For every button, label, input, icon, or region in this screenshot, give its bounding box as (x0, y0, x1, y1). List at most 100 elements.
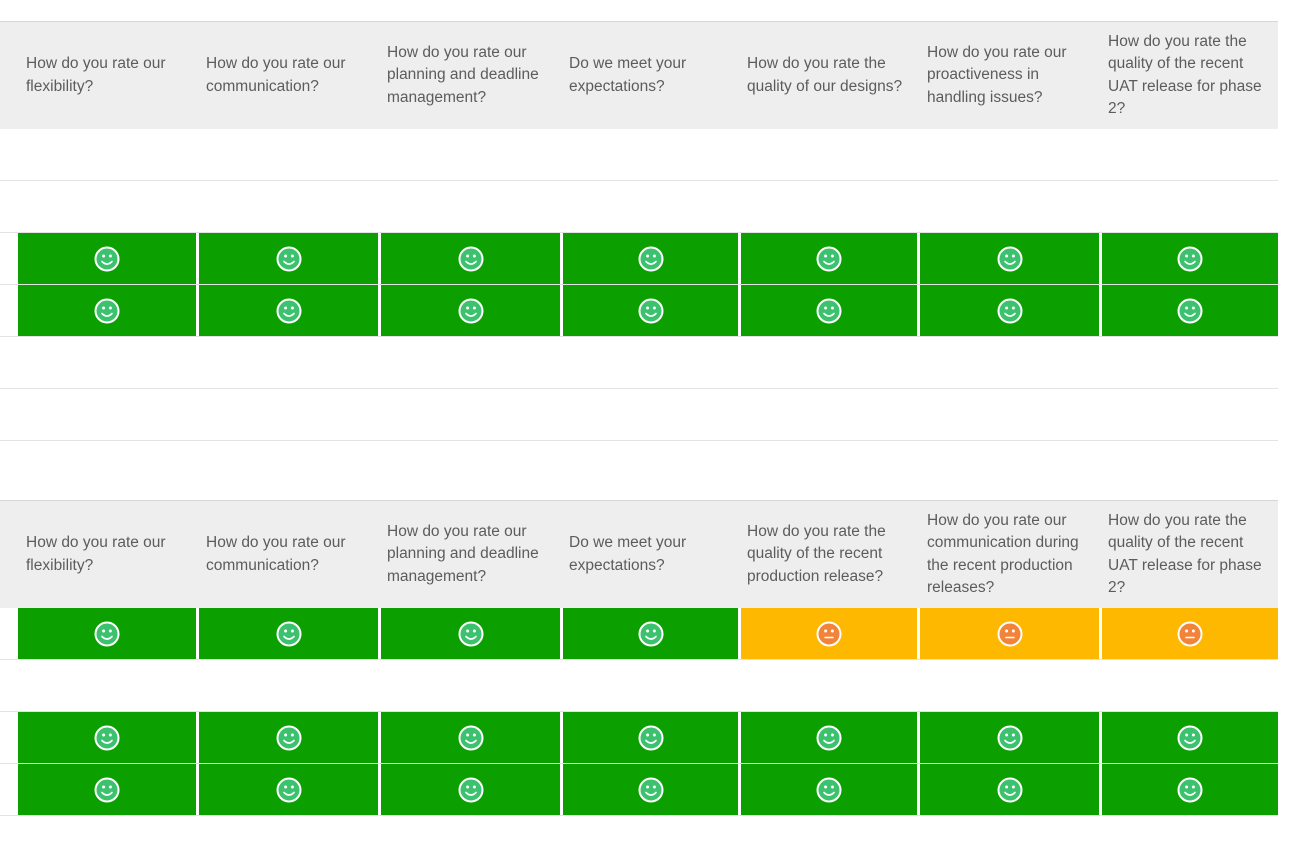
happy-smiley-icon (638, 621, 664, 647)
rating-cell-empty (199, 181, 378, 232)
row-divider (0, 388, 1278, 389)
rating-cell-empty (18, 660, 196, 711)
rating-cell-empty (741, 389, 917, 440)
rating-cell-empty (381, 389, 560, 440)
happy-smiley-icon (816, 725, 842, 751)
rating-cell-happy (920, 233, 1099, 284)
header-cell-production-communication: How do you rate our communication during… (927, 511, 1079, 597)
header-cell-flexibility: How do you rate our flexibility? (26, 55, 166, 95)
happy-smiley-icon (458, 298, 484, 324)
header-cell-expectations: Do we meet your expectations? (569, 55, 687, 95)
happy-smiley-icon (94, 298, 120, 324)
happy-smiley-icon (997, 777, 1023, 803)
rating-cell-happy (18, 233, 196, 284)
rating-cell-empty (920, 389, 1099, 440)
rating-cell-happy (563, 712, 738, 763)
neutral-smiley-icon (997, 621, 1023, 647)
rating-cell-happy (199, 233, 378, 284)
table-row (0, 181, 1278, 233)
rating-cell-empty (1102, 337, 1278, 388)
happy-smiley-icon (276, 777, 302, 803)
row-divider (0, 711, 1278, 712)
happy-smiley-icon (276, 621, 302, 647)
row-divider (0, 284, 1278, 285)
happy-smiley-icon (458, 621, 484, 647)
happy-smiley-icon (94, 725, 120, 751)
happy-smiley-icon (816, 298, 842, 324)
rating-cell-happy (563, 233, 738, 284)
happy-smiley-icon (997, 246, 1023, 272)
rating-cell-happy (563, 764, 738, 815)
rating-cell-happy (381, 233, 560, 284)
rating-cell-empty (920, 660, 1099, 711)
rating-cell-empty (563, 337, 738, 388)
table-row (0, 285, 1278, 337)
table-row (0, 712, 1278, 764)
rating-cell-empty (18, 337, 196, 388)
happy-smiley-icon (1177, 777, 1203, 803)
rating-cell-happy (199, 764, 378, 815)
rating-cell-neutral (1102, 608, 1278, 659)
table-row (0, 608, 1278, 660)
rating-cell-happy (920, 764, 1099, 815)
rating-cell-happy (18, 285, 196, 336)
rating-cell-empty (18, 181, 196, 232)
neutral-smiley-icon (1177, 621, 1203, 647)
rating-cell-empty (381, 660, 560, 711)
rating-cell-empty (741, 337, 917, 388)
rating-cell-happy (741, 233, 917, 284)
row-divider (0, 180, 1278, 181)
table-row (0, 233, 1278, 285)
rating-cell-empty (741, 181, 917, 232)
happy-smiley-icon (94, 621, 120, 647)
rating-cell-neutral (920, 608, 1099, 659)
rating-cell-happy (563, 608, 738, 659)
happy-smiley-icon (638, 246, 664, 272)
happy-smiley-icon (458, 246, 484, 272)
happy-smiley-icon (276, 725, 302, 751)
table-row (0, 764, 1278, 816)
rating-cell-happy (199, 712, 378, 763)
rating-cell-happy (199, 608, 378, 659)
happy-smiley-icon (276, 298, 302, 324)
rating-cell-empty (381, 337, 560, 388)
rating-cell-empty (381, 129, 560, 180)
rating-cell-happy (199, 285, 378, 336)
happy-smiley-icon (1177, 725, 1203, 751)
happy-smiley-icon (94, 777, 120, 803)
rating-cell-empty (1102, 181, 1278, 232)
rating-cell-happy (1102, 285, 1278, 336)
header-cell-designs: How do you rate the quality of our desig… (747, 55, 903, 95)
table-row (0, 389, 1278, 441)
rating-cell-empty (741, 660, 917, 711)
rating-cell-empty (563, 389, 738, 440)
rating-cell-happy (741, 285, 917, 336)
rating-cell-empty (381, 181, 560, 232)
table-row (0, 660, 1278, 712)
happy-smiley-icon (816, 246, 842, 272)
rating-cell-happy (381, 712, 560, 763)
rating-cell-empty (1102, 389, 1278, 440)
happy-smiley-icon (458, 777, 484, 803)
happy-smiley-icon (638, 777, 664, 803)
header-cell-communication: How do you rate our communication? (206, 534, 346, 574)
happy-smiley-icon (816, 777, 842, 803)
header-cell-proactiveness: How do you rate our proactiveness in han… (927, 43, 1067, 106)
rating-cell-happy (1102, 712, 1278, 763)
rating-cell-happy (1102, 233, 1278, 284)
rating-cell-empty (199, 337, 378, 388)
rating-cell-happy (18, 764, 196, 815)
header-cell-communication: How do you rate our communication? (206, 55, 346, 95)
rating-cell-empty (563, 129, 738, 180)
rating-cell-empty (563, 181, 738, 232)
rating-cell-empty (1102, 129, 1278, 180)
rating-cell-empty (199, 660, 378, 711)
happy-smiley-icon (997, 298, 1023, 324)
rating-cell-happy (920, 712, 1099, 763)
header-cell-flexibility: How do you rate our flexibility? (26, 534, 166, 574)
rating-cell-happy (920, 285, 1099, 336)
rating-cell-empty (18, 389, 196, 440)
happy-smiley-icon (997, 725, 1023, 751)
header-cell-expectations: Do we meet your expectations? (569, 534, 687, 574)
rating-cell-happy (381, 608, 560, 659)
